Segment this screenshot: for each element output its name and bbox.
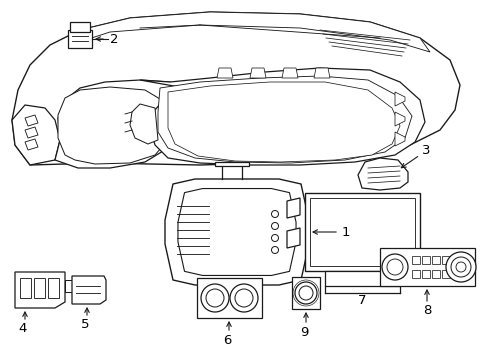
Bar — [421, 256, 429, 264]
Polygon shape — [15, 272, 65, 308]
Polygon shape — [286, 198, 299, 218]
Circle shape — [445, 252, 475, 282]
Polygon shape — [68, 30, 92, 48]
Bar — [441, 270, 449, 278]
Circle shape — [298, 286, 312, 300]
Polygon shape — [12, 12, 459, 165]
Bar — [305, 193, 419, 271]
Polygon shape — [12, 105, 60, 165]
Polygon shape — [394, 92, 404, 106]
Text: 7: 7 — [357, 294, 366, 307]
Polygon shape — [357, 158, 407, 190]
Text: 4: 4 — [19, 321, 27, 334]
Polygon shape — [282, 68, 297, 78]
Circle shape — [450, 257, 470, 277]
Polygon shape — [313, 68, 329, 78]
Text: 6: 6 — [223, 333, 231, 346]
Polygon shape — [65, 280, 73, 292]
Polygon shape — [217, 68, 232, 78]
Text: 5: 5 — [81, 319, 89, 332]
Polygon shape — [168, 82, 399, 162]
Polygon shape — [70, 22, 90, 32]
Text: 3: 3 — [421, 144, 429, 157]
Bar — [431, 256, 439, 264]
Bar — [411, 270, 419, 278]
Circle shape — [294, 282, 316, 304]
Bar — [441, 256, 449, 264]
Polygon shape — [164, 179, 308, 285]
Circle shape — [235, 289, 252, 307]
Polygon shape — [394, 132, 404, 146]
Polygon shape — [25, 139, 38, 150]
Polygon shape — [178, 189, 295, 275]
Text: 1: 1 — [341, 225, 350, 239]
Polygon shape — [72, 276, 106, 304]
Polygon shape — [286, 228, 299, 248]
Circle shape — [229, 284, 258, 312]
Bar — [48, 278, 59, 298]
Polygon shape — [379, 248, 474, 286]
Circle shape — [455, 262, 465, 272]
Bar — [309, 198, 414, 266]
Circle shape — [205, 289, 224, 307]
Polygon shape — [25, 127, 38, 138]
Circle shape — [386, 259, 402, 275]
Bar — [34, 278, 45, 298]
Polygon shape — [197, 278, 262, 318]
Polygon shape — [325, 271, 399, 286]
Polygon shape — [130, 104, 158, 144]
Text: 9: 9 — [299, 327, 307, 339]
Bar — [431, 270, 439, 278]
Text: 8: 8 — [422, 305, 430, 318]
Circle shape — [381, 254, 407, 280]
Polygon shape — [140, 68, 424, 165]
Polygon shape — [158, 76, 411, 163]
Polygon shape — [215, 162, 248, 166]
Polygon shape — [55, 80, 187, 168]
Polygon shape — [25, 115, 38, 126]
Polygon shape — [394, 112, 404, 126]
Polygon shape — [58, 87, 172, 164]
Text: 2: 2 — [110, 32, 118, 45]
Polygon shape — [70, 12, 429, 52]
Bar — [20, 278, 31, 298]
Polygon shape — [291, 277, 319, 309]
Bar — [421, 270, 429, 278]
Circle shape — [201, 284, 228, 312]
Polygon shape — [249, 68, 265, 78]
Bar — [411, 256, 419, 264]
